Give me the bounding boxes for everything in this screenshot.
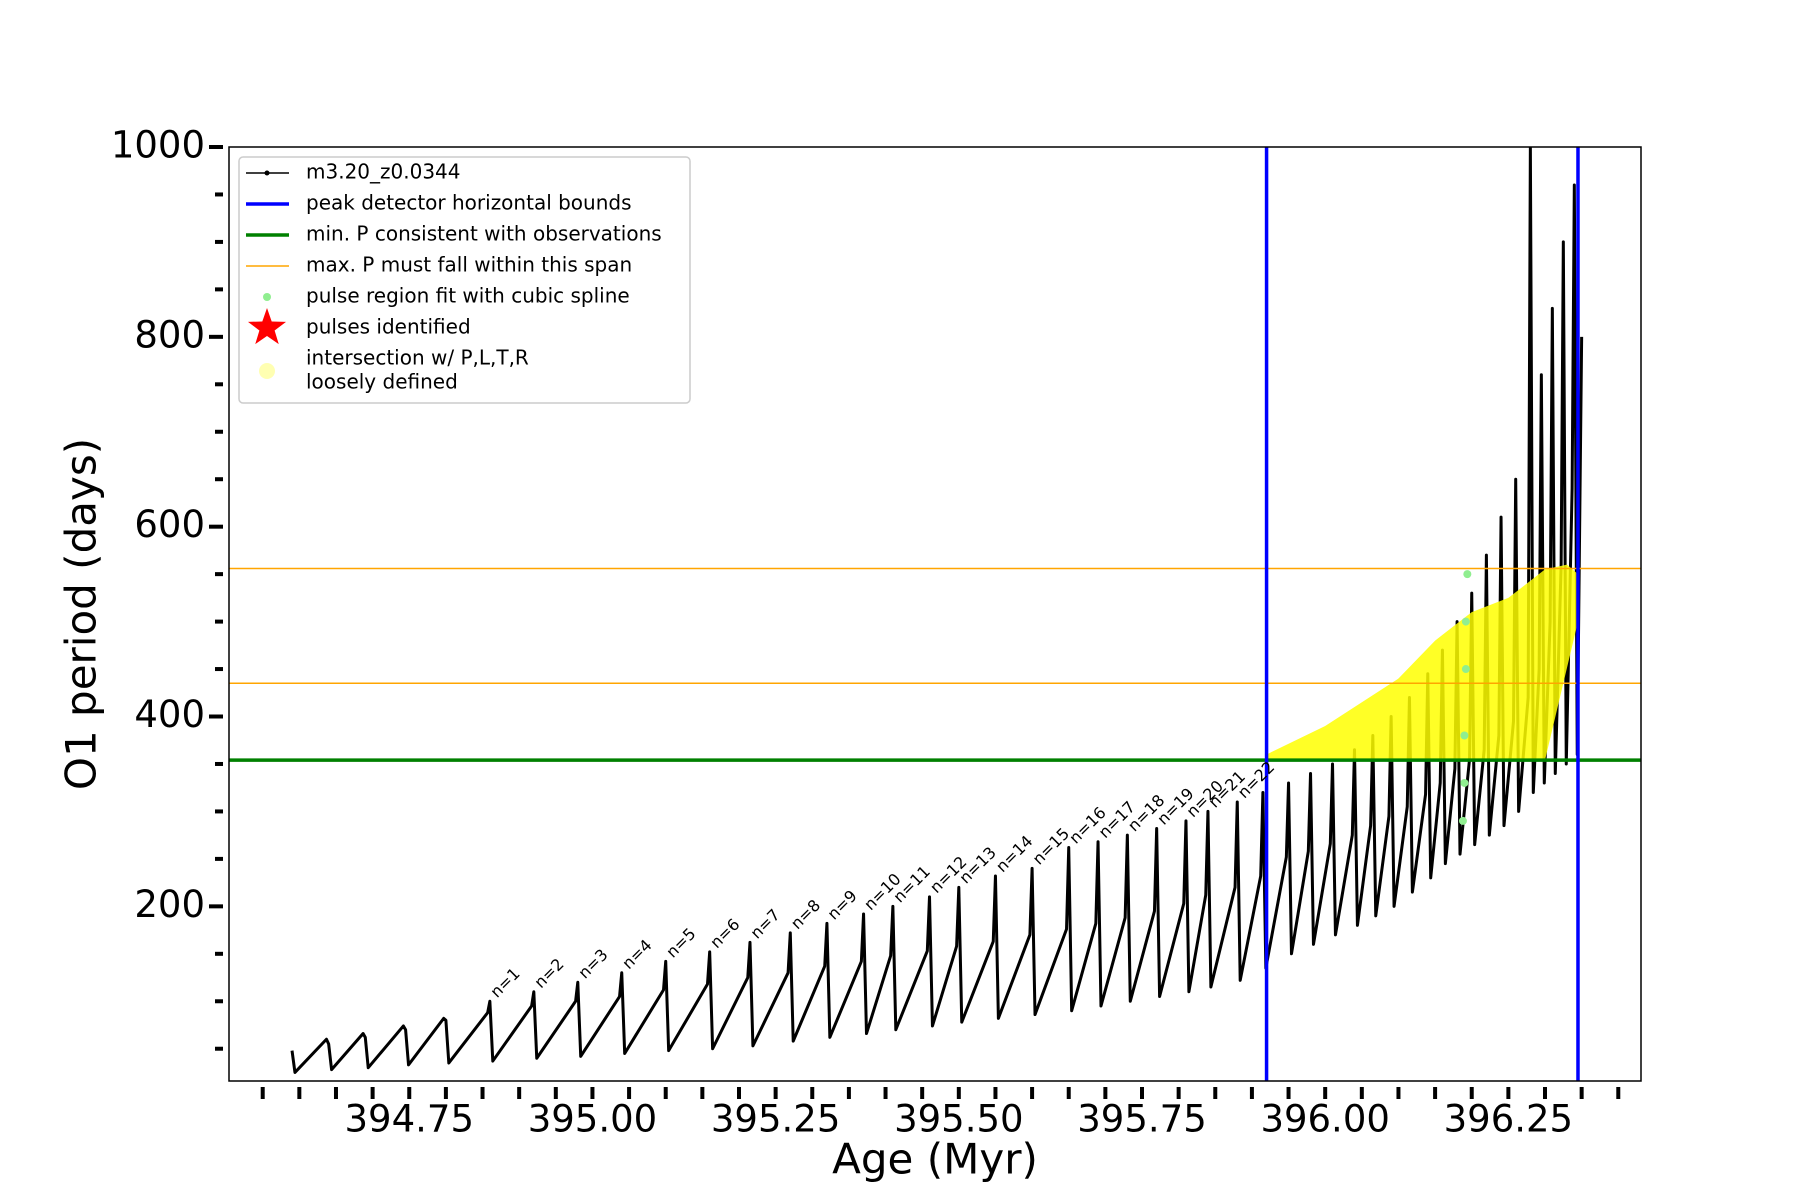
y-tick-label: 200 xyxy=(134,883,205,926)
plot-frame xyxy=(228,146,1642,1082)
legend-label: min. P consistent with observations xyxy=(306,222,662,246)
legend-handle xyxy=(247,308,287,345)
legend-handle xyxy=(259,363,275,379)
y-tick-label: 1000 xyxy=(111,124,205,167)
x-tick-label: 396.00 xyxy=(1260,1098,1389,1141)
x-tick-label: 396.25 xyxy=(1444,1098,1573,1141)
y-tick-label: 400 xyxy=(134,693,205,736)
pulse-label: n=5 xyxy=(662,924,699,961)
legend-label: m3.20_z0.0344 xyxy=(306,160,461,184)
legend-handle-dot xyxy=(264,170,270,176)
x-tick-label: 395.25 xyxy=(711,1098,840,1141)
legend-label: intersection w/ P,L,T,R xyxy=(306,346,529,370)
spline-point xyxy=(1461,617,1470,626)
pulse-label: n=7 xyxy=(747,905,784,942)
legend-label: pulses identified xyxy=(306,315,471,339)
spline-point xyxy=(1460,731,1469,740)
legend-box xyxy=(238,156,691,404)
pulse-label: n=6 xyxy=(706,915,743,952)
pulse-label: n=2 xyxy=(530,954,567,991)
legend-handle xyxy=(263,293,271,301)
x-tick-label: 395.75 xyxy=(1077,1098,1206,1141)
pulse-label: n=4 xyxy=(618,936,655,973)
pulse-label: n=1 xyxy=(486,964,523,1001)
x-tick-label: 394.75 xyxy=(345,1098,474,1141)
x-tick-label: 395.00 xyxy=(528,1098,657,1141)
spline-point xyxy=(1461,665,1470,674)
spline-point xyxy=(1458,816,1467,825)
pulse-label: n=9 xyxy=(823,886,860,923)
plot-area xyxy=(229,147,1641,1081)
legend-label: peak detector horizontal bounds xyxy=(306,191,632,215)
pulse-label: n=15 xyxy=(1029,824,1073,868)
intersection-region xyxy=(1266,564,1578,761)
legend-label: pulse region fit with cubic spline xyxy=(306,284,630,308)
pulse-label: n=3 xyxy=(574,945,611,982)
spline-point xyxy=(1463,570,1472,579)
pulse-label: n=8 xyxy=(787,896,824,933)
x-axis-label: Age (Myr) xyxy=(832,1135,1038,1184)
spline-point xyxy=(1460,778,1469,787)
y-axis-label: O1 period (days) xyxy=(57,438,106,790)
legend-label: max. P must fall within this span xyxy=(306,253,632,277)
legend-label: loosely defined xyxy=(306,370,458,394)
x-tick-label: 395.50 xyxy=(894,1098,1023,1141)
y-tick-label: 600 xyxy=(134,503,205,546)
y-tick-label: 800 xyxy=(134,313,205,356)
